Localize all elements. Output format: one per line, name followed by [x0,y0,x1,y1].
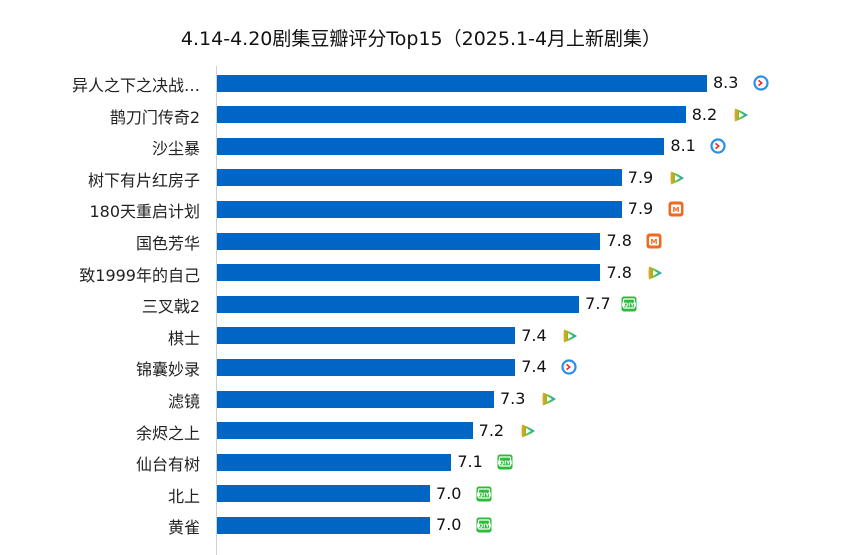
category-label: 沙尘暴 [151,139,200,159]
bar [217,264,601,282]
category-label: 锦囊妙录 [135,360,200,380]
data-label: 7.7 [585,294,611,314]
data-label: 7.9 [627,199,654,219]
svg-text:M: M [672,206,679,214]
data-label: 8.2 [691,104,718,124]
data-label: 7.3 [499,389,526,408]
mango-tv-icon: M [646,233,662,249]
bar [217,137,665,155]
data-label: 7.8 [606,262,632,282]
category-label: 致1999年的自己 [79,265,200,285]
category-label: 黄雀 [167,518,200,538]
data-label: 7.1 [457,452,483,472]
bar [217,295,580,313]
bar [217,232,601,250]
bar [217,485,431,503]
category-label: 树下有片红房子 [87,170,200,190]
youku-icon [561,359,577,375]
svg-text:M: M [651,238,658,246]
iqiyi-icon: iQIYI [497,454,513,470]
bar [217,516,431,534]
tencent-video-icon [519,423,535,439]
y-axis-line [216,66,217,555]
mango-tv-icon: M [668,201,684,217]
data-label: 8.3 [713,73,739,92]
svg-text:iQIYI: iQIYI [477,492,492,498]
svg-text:iQIYI: iQIYI [477,524,492,530]
bar [217,422,473,440]
tencent-video-icon [540,391,556,407]
category-label: 180天重启计划 [89,202,200,222]
bar [217,106,686,124]
bar [217,327,516,345]
bar [217,390,494,408]
svg-text:iQIYI: iQIYI [498,461,513,467]
tencent-video-icon [646,265,663,281]
youku-icon [753,75,769,91]
data-label: 7.0 [436,515,462,535]
data-label: 7.0 [436,483,462,503]
data-label: 7.2 [478,420,505,440]
data-label: 7.4 [521,357,547,377]
tencent-video-icon [732,107,748,123]
data-label: 7.4 [521,325,547,345]
youku-icon [710,138,726,154]
category-label: 仙台有树 [135,455,200,475]
category-label: 滤镜 [167,392,200,411]
data-label: 7.9 [627,167,654,187]
bar [217,169,622,187]
category-label: 棋士 [167,328,200,348]
bar [217,453,452,471]
data-label: 8.1 [670,136,696,156]
category-label: 异人之下之决战… [71,76,200,95]
bar [217,74,707,92]
iqiyi-icon: iQIYI [476,517,492,533]
category-label: 国色芳华 [135,234,200,253]
iqiyi-icon: iQIYI [621,296,637,312]
category-label: 三叉戟2 [141,297,200,317]
bar [217,358,516,376]
tencent-video-icon [561,328,578,344]
category-label: 余烬之上 [135,423,200,443]
svg-text:iQIYI: iQIYI [622,303,637,309]
chart-title: 4.14-4.20剧集豆瓣评分Top15（2025.1-4月上新剧集） [180,28,662,50]
category-label: 北上 [167,486,200,506]
category-label: 鹊刀门传奇2 [109,107,200,127]
iqiyi-icon: iQIYI [476,486,492,502]
bar [217,200,622,218]
tencent-video-icon [668,170,684,186]
data-label: 7.8 [606,231,632,250]
